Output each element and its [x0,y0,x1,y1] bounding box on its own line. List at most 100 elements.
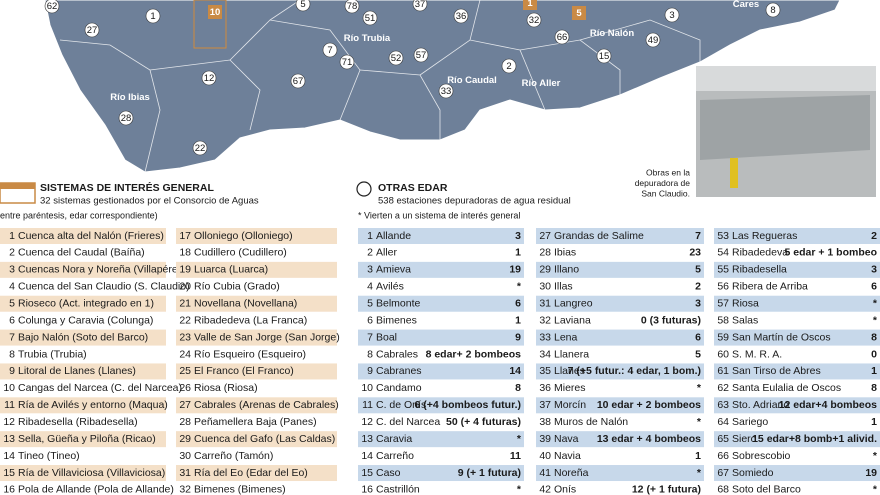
row-number: 29 [539,264,551,276]
row-value: 7 (+5 futur.: 4 edar, 1 bom.) [568,365,701,377]
row-value: 11 [510,450,521,462]
row-value: * [517,433,522,445]
section-subtitle: 538 estaciones depuradoras de agua resid… [378,196,571,207]
row-name: Cabrales [376,348,418,360]
row-name: Castrillón [376,484,420,495]
row-name: Ría de Avilés y entorno (Maqua) [18,399,168,411]
row-name: Muros de Nalón [554,416,628,428]
row-bg [0,431,166,448]
map-marker [339,54,355,70]
row-name: Caravia [376,433,412,445]
row-name: Luarca (Luarca) [194,264,268,276]
row-value: 8 edar+ 2 bombeos [426,348,522,360]
row-number: 5 [367,298,373,310]
row-number: 36 [539,382,551,394]
row-name: Lena [554,331,578,343]
photo-worker [730,158,738,188]
map-marker-label: 52 [391,53,402,64]
row-value: 8 [515,382,521,394]
row-bg [536,228,704,244]
row-number: 30 [539,281,551,293]
row-number: 68 [717,484,729,495]
row-number: 9 [9,365,15,377]
row-name: Bajo Nalón (Soto del Barco) [18,331,148,343]
row-name: Avilés [376,281,404,293]
row-number: 17 [179,230,191,242]
row-name: Amieva [376,264,411,276]
map-marker [192,140,208,156]
row-value: * [697,467,702,479]
map-marker-label: 28 [121,113,132,124]
row-bg [536,397,704,414]
row-number: 14 [3,450,15,462]
photo-caption: San Claudio. [641,188,690,198]
map-marker [201,70,217,86]
row-value: 15 edar+8 bomb+1 alivid. [752,433,877,445]
row-number: 40 [539,450,551,462]
row-name: Ribadedeva [732,247,788,259]
row-number: 16 [361,484,373,495]
row-name: Soto del Barco [732,484,801,495]
row-number: 23 [179,331,191,343]
row-name: Las Regueras [732,230,797,242]
row-name: Llanera [554,348,589,360]
row-name: Sobrescobio [732,450,791,462]
map-marker [344,0,360,14]
row-value: 9 (+ 1 futura) [458,467,521,479]
row-value: 1 [695,450,701,462]
map-marker [145,8,161,24]
row-bg [536,261,704,278]
row-bg [0,465,166,482]
row-number: 19 [179,264,191,276]
row-name: Ría de Villaviciosa (Villaviciosa) [18,467,165,479]
row-value: 9 [515,331,521,343]
map-marker-label: 67 [293,76,304,87]
row-name: Cangas del Narcea (C. del Narcea) [18,382,182,394]
row-name: Pola de Allande (Pola de Allande) [18,484,174,495]
row-name: Nava [554,433,579,445]
map-marker-label: 15 [599,51,610,62]
map-marker-label: 3 [669,10,674,21]
map-marker [388,50,404,66]
row-number: 32 [179,484,191,495]
row-number: 4 [367,281,373,293]
row-value: * [873,484,878,495]
row-number: 22 [179,314,191,326]
row-number: 63 [717,399,729,411]
row-bg [176,329,337,346]
row-name: Cuenca del San Claudio (S. Claudio) [18,281,190,293]
row-number: 26 [179,382,191,394]
row-value: 1 [515,314,521,326]
row-name: Ribadesella [732,264,787,276]
row-name: Laviana [554,314,591,326]
row-name: Colunga y Caravia (Colunga) [18,314,153,326]
map-marker [453,8,469,24]
row-bg [176,465,337,482]
map-marker-label: 71 [342,57,353,68]
map-marker-label: 1 [527,0,533,9]
row-bg [714,431,880,448]
row-name: Mieres [554,382,586,394]
row-number: 55 [717,264,729,276]
map-marker [572,6,586,20]
row-value: 3 [695,298,701,310]
row-bg [536,329,704,346]
row-name: Olloniego (Olloniego) [194,230,293,242]
map-marker [290,73,306,89]
row-bg [714,465,880,482]
row-value: * [873,314,878,326]
row-value: 13 edar + 4 bombeos [597,433,701,445]
row-name: Cuenca alta del Nalón (Frieres) [18,230,164,242]
section-title: SISTEMAS DE INTERÉS GENERAL [40,181,214,194]
row-number: 20 [179,281,191,293]
row-bg [0,228,166,244]
row-value: 0 (3 futuras) [641,314,701,326]
row-name: Illas [554,281,573,293]
map-marker-label: 57 [416,50,427,61]
row-number: 12 [3,416,15,428]
row-name: Llanes [554,365,585,377]
row-name: Ribadedeva (La Franca) [194,314,307,326]
row-number: 4 [9,281,15,293]
row-number: 28 [539,247,551,259]
